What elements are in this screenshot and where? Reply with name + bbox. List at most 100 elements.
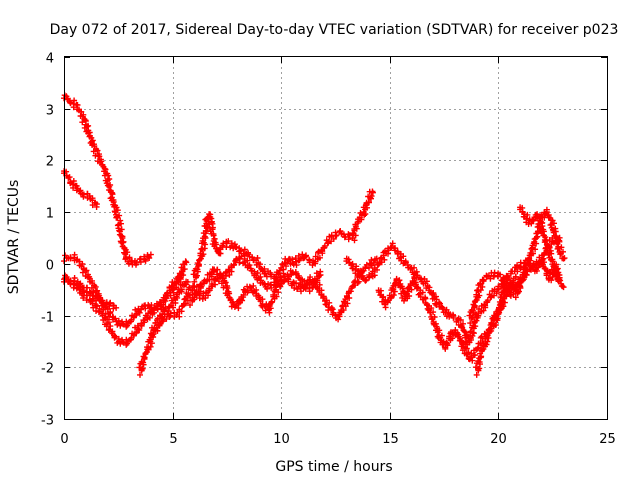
data-point (477, 287, 484, 294)
data-point (197, 281, 204, 288)
data-point (110, 201, 117, 208)
data-point (446, 313, 453, 320)
data-point (225, 288, 232, 295)
series-track-j (187, 253, 324, 308)
data-point (487, 275, 494, 282)
data-point (475, 312, 482, 319)
data-point (442, 345, 449, 352)
data-point (191, 296, 198, 303)
data-point (401, 297, 407, 304)
data-point (142, 257, 149, 264)
data-point (417, 290, 423, 297)
chart-title: Day 072 of 2017, Sidereal Day-to-day VTE… (50, 22, 619, 38)
data-point (460, 327, 467, 334)
data-point (70, 178, 77, 184)
data-point (496, 302, 503, 309)
series-track-g (147, 282, 198, 337)
data-point (444, 340, 451, 347)
series-track-n (472, 273, 519, 378)
data-point (548, 250, 555, 257)
data-point (176, 274, 183, 281)
data-point (524, 267, 531, 274)
data-point (138, 306, 145, 313)
data-point (535, 213, 542, 220)
data-point (398, 283, 405, 290)
data-point (362, 277, 369, 284)
x-axis-label: GPS time / hours (275, 459, 392, 475)
data-point (530, 250, 536, 257)
data-point (107, 310, 114, 317)
data-point (251, 270, 258, 277)
data-point (384, 299, 391, 306)
data-point (94, 287, 101, 294)
data-point (366, 274, 372, 281)
data-point (174, 291, 181, 298)
data-point (346, 259, 353, 266)
data-point (479, 278, 486, 284)
data-point (167, 312, 174, 319)
data-point (524, 256, 531, 263)
data-point (389, 240, 396, 247)
data-point (556, 238, 563, 245)
data-point (124, 249, 131, 256)
data-point (109, 191, 116, 198)
data-point (73, 101, 80, 108)
data-point (237, 299, 243, 306)
data-point (196, 295, 203, 302)
data-point (273, 278, 280, 285)
data-point (193, 290, 200, 297)
data-point (96, 153, 103, 160)
data-point (370, 259, 377, 266)
data-point (558, 244, 565, 251)
data-point (518, 278, 525, 285)
data-point (377, 255, 384, 262)
data-point (517, 204, 524, 211)
data-point (530, 240, 537, 247)
x-tick-label: 15 (382, 432, 399, 447)
data-point (77, 190, 84, 197)
data-point (217, 246, 224, 253)
data-point (550, 229, 557, 236)
data-point (156, 322, 163, 329)
data-point (77, 283, 84, 290)
data-point (238, 247, 245, 254)
data-point (119, 243, 126, 250)
data-point (99, 297, 106, 304)
points-layer (61, 92, 568, 378)
x-tick-label: 5 (169, 432, 177, 447)
grid-layer (64, 57, 607, 419)
data-point (108, 197, 115, 204)
data-point (346, 288, 353, 295)
data-point (255, 259, 262, 266)
data-point (548, 256, 554, 263)
data-point (411, 279, 418, 286)
x-tick-label: 0 (60, 432, 68, 447)
data-point (478, 348, 485, 354)
data-point (428, 305, 435, 312)
data-point (106, 187, 113, 193)
series-track-h (190, 188, 376, 285)
data-point (340, 307, 347, 314)
data-point (379, 298, 386, 305)
data-point (322, 301, 329, 308)
data-point (483, 299, 490, 306)
data-point (64, 95, 71, 102)
data-point (289, 260, 296, 266)
data-point (147, 330, 154, 337)
data-point (479, 283, 486, 290)
data-point (555, 269, 562, 276)
data-point (529, 218, 536, 225)
data-point (371, 272, 378, 279)
data-point (184, 278, 191, 285)
data-point (195, 263, 202, 269)
data-point (62, 252, 69, 259)
data-point (126, 254, 133, 261)
data-point (475, 358, 481, 365)
x-tick-label: 20 (490, 432, 507, 447)
data-point (462, 332, 468, 339)
data-point (397, 254, 404, 261)
data-point (238, 253, 245, 260)
data-point (414, 272, 421, 279)
data-point (375, 287, 382, 294)
data-point (89, 277, 95, 284)
